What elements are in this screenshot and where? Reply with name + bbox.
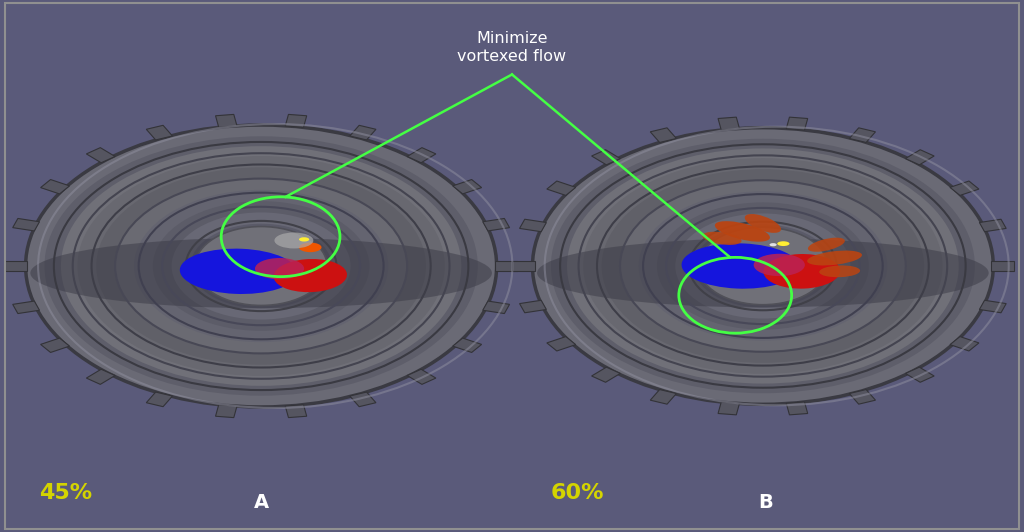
Ellipse shape [96, 168, 426, 365]
Polygon shape [519, 219, 547, 232]
Polygon shape [718, 402, 739, 415]
Polygon shape [519, 300, 547, 313]
Ellipse shape [299, 237, 309, 242]
Polygon shape [512, 261, 535, 271]
Polygon shape [786, 117, 808, 130]
Polygon shape [286, 114, 307, 127]
Polygon shape [905, 367, 934, 383]
Polygon shape [146, 392, 172, 406]
Ellipse shape [702, 232, 741, 245]
Text: Minimize
vortexed flow: Minimize vortexed flow [458, 31, 566, 64]
Ellipse shape [694, 225, 831, 307]
Ellipse shape [639, 192, 887, 340]
Ellipse shape [602, 169, 924, 363]
Polygon shape [979, 300, 1007, 313]
Polygon shape [408, 369, 436, 384]
Polygon shape [979, 219, 1007, 232]
Polygon shape [86, 369, 115, 384]
Ellipse shape [255, 258, 304, 279]
Polygon shape [12, 219, 40, 231]
Polygon shape [849, 128, 876, 143]
Polygon shape [991, 261, 1014, 271]
Ellipse shape [567, 148, 958, 384]
Ellipse shape [180, 248, 297, 294]
Ellipse shape [676, 213, 850, 319]
Polygon shape [215, 405, 237, 418]
Ellipse shape [26, 125, 497, 407]
Polygon shape [650, 389, 677, 404]
Ellipse shape [657, 202, 868, 330]
Ellipse shape [44, 136, 478, 396]
Polygon shape [905, 149, 934, 165]
Polygon shape [453, 179, 481, 194]
Ellipse shape [299, 243, 322, 252]
Polygon shape [41, 338, 70, 353]
Ellipse shape [819, 265, 860, 277]
Polygon shape [592, 367, 621, 383]
Polygon shape [547, 181, 575, 195]
Ellipse shape [764, 254, 840, 289]
Ellipse shape [31, 238, 492, 309]
Polygon shape [5, 261, 28, 271]
Polygon shape [453, 338, 481, 353]
Polygon shape [849, 389, 876, 404]
Ellipse shape [172, 212, 350, 320]
Polygon shape [286, 405, 307, 418]
Polygon shape [350, 126, 376, 140]
Ellipse shape [698, 227, 827, 305]
Ellipse shape [807, 251, 862, 265]
Text: A: A [254, 493, 268, 512]
Ellipse shape [134, 190, 388, 342]
Polygon shape [950, 181, 979, 195]
Ellipse shape [620, 180, 906, 352]
Polygon shape [12, 301, 40, 313]
Text: 60%: 60% [551, 483, 604, 503]
Polygon shape [650, 128, 677, 143]
Polygon shape [408, 148, 436, 163]
Ellipse shape [273, 259, 347, 292]
Ellipse shape [808, 238, 845, 252]
Polygon shape [482, 301, 510, 313]
Polygon shape [482, 219, 510, 231]
Polygon shape [215, 114, 237, 127]
Polygon shape [786, 402, 808, 415]
Polygon shape [718, 117, 739, 130]
Ellipse shape [744, 214, 781, 233]
Ellipse shape [551, 139, 975, 393]
Ellipse shape [754, 254, 805, 276]
Polygon shape [86, 148, 115, 163]
Polygon shape [146, 126, 172, 140]
Ellipse shape [61, 146, 461, 386]
Polygon shape [495, 261, 517, 271]
Ellipse shape [196, 227, 327, 305]
Text: 45%: 45% [39, 483, 92, 503]
Ellipse shape [584, 158, 942, 374]
Ellipse shape [532, 128, 993, 404]
Polygon shape [950, 337, 979, 351]
Ellipse shape [537, 238, 989, 307]
Ellipse shape [770, 243, 776, 246]
Text: B: B [759, 493, 773, 512]
Polygon shape [41, 179, 70, 194]
Ellipse shape [153, 201, 370, 331]
Ellipse shape [274, 232, 313, 248]
Ellipse shape [715, 221, 770, 242]
Polygon shape [350, 392, 376, 406]
Ellipse shape [78, 156, 444, 376]
Ellipse shape [682, 243, 799, 289]
Polygon shape [547, 337, 575, 351]
Ellipse shape [777, 242, 790, 246]
Polygon shape [592, 149, 621, 165]
Ellipse shape [115, 179, 408, 353]
Ellipse shape [190, 224, 332, 309]
